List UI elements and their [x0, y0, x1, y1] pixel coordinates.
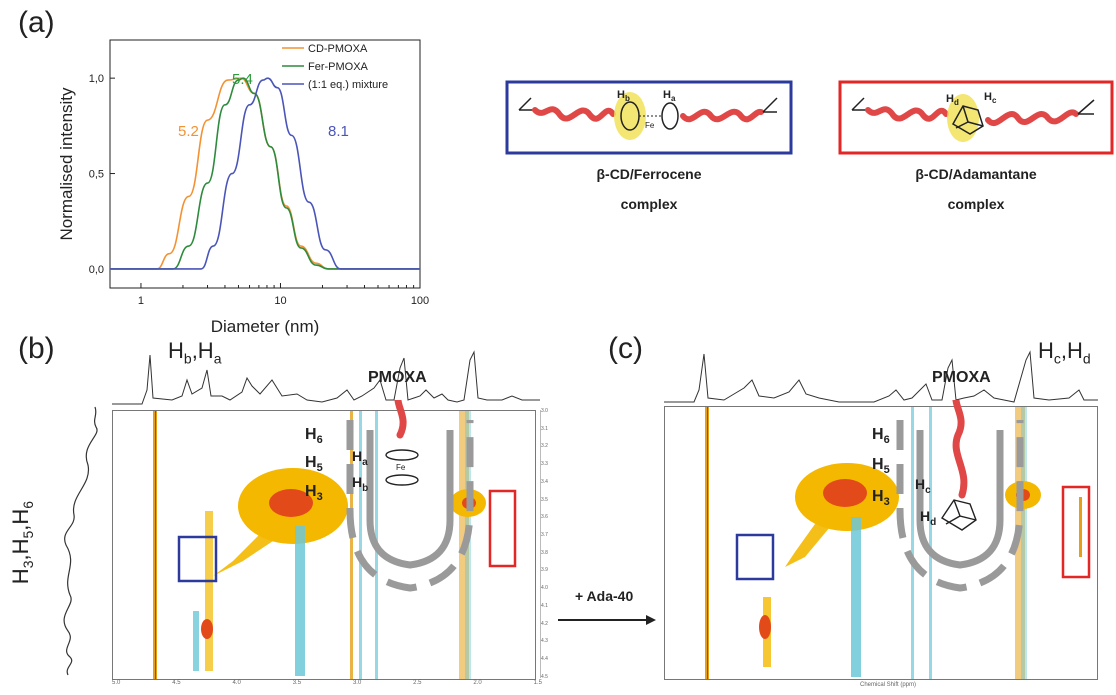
fe-label: Fe	[645, 121, 655, 130]
hbha-highlight-box	[735, 533, 775, 581]
cyclodextrin-ring	[614, 92, 646, 140]
panel-b-pmoxa-label: PMOXA	[368, 369, 427, 386]
polymer-chain-right	[680, 108, 764, 123]
ferrocene-complex-title: β-CD/Ferrocene	[596, 166, 702, 182]
ferrocene-complex-box: Fe Hb Ha	[505, 80, 793, 155]
y-tick-label: 1,0	[89, 73, 104, 85]
x-tick-label: 100	[411, 295, 429, 307]
polymer-chain-left	[532, 106, 616, 122]
panel-b-y-ticks: 3.0 3.1 3.2 3.3 3.4 3.5 3.6 3.7 3.8 3.9 4.0 4.1 4.2 4…	[541, 408, 548, 680]
hc-sub: c	[992, 96, 997, 105]
adamantane-complex-subtitle: complex	[947, 196, 1005, 212]
panel-c-pmoxa-label: PMOXA	[932, 369, 991, 386]
panel-b-h3: H3	[305, 483, 323, 504]
svg-text:Ha: Ha	[663, 89, 676, 103]
cp-ring-right	[661, 102, 679, 130]
panel-c-cd-cavity	[896, 400, 1024, 592]
polymer-chain-right	[985, 109, 1079, 126]
polymer-chain-left	[865, 106, 949, 122]
svg-text:Hb: Hb	[617, 89, 630, 103]
legend-label-1: Fer-PMOXA	[308, 61, 369, 73]
hb-sub: b	[625, 94, 630, 103]
panel-c-h5: H5	[872, 456, 890, 477]
vinyl-end-right	[1077, 99, 1095, 115]
panel-b-side-label: H3,H5,H6	[7, 500, 37, 585]
adamantane-cage	[951, 105, 984, 135]
hchd-highlight-box	[1061, 485, 1091, 579]
y-axis-label: Normalised intensity	[57, 87, 76, 241]
legend-label-0: CD-PMOXA	[308, 43, 368, 55]
adamantane-complex-box: Hd Hc	[838, 80, 1114, 155]
arrow-label: + Ada-40	[575, 588, 634, 604]
series-line-1	[110, 77, 420, 270]
dls-chart: 0,0 0,5 1,0 1 10 100 Diameter (nm) Normalised i…	[57, 39, 429, 336]
legend-label-2: (1:1 eq.) mixture	[308, 79, 388, 91]
panel-b-cd-cavity: Fe	[346, 400, 474, 592]
panel-c-axis-title: Chemical Shift (ppm)	[860, 682, 917, 688]
svg-text:Hd: Hd	[946, 93, 959, 107]
panel-c-top-spectrum	[664, 350, 1098, 403]
hd-label: H	[946, 93, 954, 105]
vinyl-end-right	[762, 97, 778, 113]
panel-a-letter: (a)	[18, 6, 55, 39]
panel-b-h6: H6	[305, 426, 323, 447]
panel-b-right-axis	[539, 410, 554, 678]
ha-label: H	[663, 89, 671, 101]
series-line-2	[110, 77, 420, 270]
peak-label-1: 5.4	[232, 71, 253, 88]
ferrocene-complex-subtitle: complex	[620, 196, 678, 212]
adamantane-complex-title: β-CD/Adamantane	[915, 166, 1037, 182]
panel-b-top-spectrum	[112, 350, 540, 405]
panel-b-letter: (b)	[18, 332, 55, 365]
vinyl-end-left	[518, 97, 533, 111]
plot-frame	[109, 39, 421, 289]
hd-sub: d	[954, 98, 959, 107]
svg-text:Fe: Fe	[396, 463, 406, 472]
hb-label: H	[617, 89, 625, 101]
panel-b-hb: Hb	[352, 474, 369, 494]
panel-b-h5: H5	[305, 454, 323, 475]
peak-label-2: 8.1	[328, 123, 349, 140]
panel-c-hc: Hc	[915, 476, 931, 496]
vinyl-end-left	[851, 97, 866, 111]
panel-c-h3: H3	[872, 488, 890, 509]
hc-label: H	[984, 91, 992, 103]
panel-c-top-label: Hc,Hd	[1038, 338, 1091, 367]
y-tick-label: 0,0	[89, 264, 104, 276]
hbha-highlight-box	[177, 535, 218, 583]
panel-c-2d-map	[664, 406, 1098, 680]
panel-b-ha: Ha	[352, 448, 368, 468]
panel-b-top-label: Hb,Ha	[168, 338, 222, 367]
x-tick-label: 10	[274, 295, 286, 307]
panel-c-h6: H6	[872, 426, 890, 447]
x-axis-label: Diameter (nm)	[211, 317, 320, 336]
panel-c-letter: (c)	[608, 332, 643, 365]
y-tick-label: 0,5	[89, 169, 104, 181]
ha-sub: a	[671, 94, 676, 103]
svg-text:Hc: Hc	[984, 91, 997, 105]
panel-b-x-ticks: 5.0 4.5 4.0 3.5 3.0 2.5 2.0 1.5	[112, 680, 542, 686]
x-tick-label: 1	[138, 295, 144, 307]
series-line-0	[110, 77, 420, 270]
panel-b-side-spectrum	[63, 406, 98, 676]
empty-highlight-box	[488, 489, 517, 568]
reaction-arrow	[558, 615, 656, 625]
cyclodextrin-ring	[947, 94, 979, 142]
peak-label-0: 5.2	[178, 123, 199, 140]
panel-c-hd: Hd	[920, 508, 937, 528]
